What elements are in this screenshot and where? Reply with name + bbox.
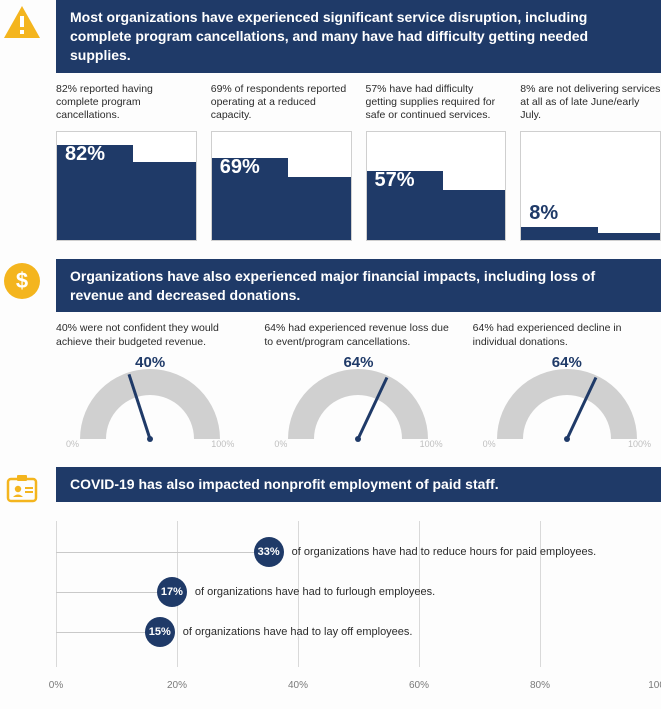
gauges-row: 40% were not confident they would achiev… [56,322,661,449]
lollipop-row: 33% of organizations have had to reduce h… [56,539,596,565]
id-badge-icon [0,467,44,511]
gauge-axis-labels: 0%100% [56,439,244,449]
mini-chart-box: 69% [211,131,352,241]
mini-chart-box: 8% [520,131,661,241]
gauge: 40% were not confident they would achiev… [56,322,244,449]
gauge-value: 64% [343,354,373,371]
mini-chart-value: 57% [375,169,415,192]
section-header-row: $ Organizations have also experienced ma… [0,259,661,313]
lollipop-value: 33% [254,537,284,567]
svg-text:$: $ [16,268,28,293]
lollipop-value: 17% [157,577,187,607]
mini-chart-desc: 69% of respondents reported operating at… [211,83,352,125]
gauge-axis-labels: 0%100% [264,439,452,449]
lollipop-row: 15% of organizations have had to lay off … [56,619,412,645]
axis-tick-label: 100% [648,680,661,691]
gauge-value: 64% [552,354,582,371]
mini-chart-desc: 82% reported having complete program can… [56,83,197,125]
mini-chart-value: 69% [220,156,260,179]
lollipop-chart: 0%20%40%60%80%100%33%of organizations ha… [56,521,661,691]
section-disruption: Most organizations have experienced sign… [0,0,661,241]
axis-tick-label: 20% [167,680,187,691]
mini-charts-row: 82% reported having complete program can… [56,83,661,241]
section3-title: COVID-19 has also impacted nonprofit emp… [56,467,661,502]
axis-tick-label: 40% [288,680,308,691]
mini-chart-value: 82% [65,143,105,166]
mini-chart-box: 57% [366,131,507,241]
gauge-value: 40% [135,354,165,371]
mini-chart: 69% of respondents reported operating at… [211,83,352,241]
section-employment: COVID-19 has also impacted nonprofit emp… [0,467,661,691]
gauge-axis-labels: 0%100% [473,439,661,449]
lollipop-row: 17% of organizations have had to furlough… [56,579,435,605]
mini-chart-box: 82% [56,131,197,241]
section2-title: Organizations have also experienced majo… [56,259,661,313]
mini-chart-value: 8% [529,202,558,225]
mini-chart: 8% are not delivering services at all as… [520,83,661,241]
gauge: 64% had experienced decline in individua… [473,322,661,449]
alert-icon [0,0,44,44]
axis-tick-label: 80% [530,680,550,691]
lollipop-value: 15% [145,617,175,647]
mini-chart: 82% reported having complete program can… [56,83,197,241]
section-financial: $ Organizations have also experienced ma… [0,259,661,450]
section-header-row: COVID-19 has also impacted nonprofit emp… [0,467,661,511]
gauge: 64% had experienced revenue loss due to … [264,322,452,449]
mini-chart-desc: 57% have had difficulty getting supplies… [366,83,507,125]
section-header-row: Most organizations have experienced sign… [0,0,661,73]
gauge-desc: 40% were not confident they would achiev… [56,322,244,352]
lollipop-label: of organizations have had to furlough em… [195,586,435,598]
section1-title: Most organizations have experienced sign… [56,0,661,73]
gauge-desc: 64% had experienced revenue loss due to … [264,322,452,352]
mini-chart: 57% have had difficulty getting supplies… [366,83,507,241]
gauge-desc: 64% had experienced decline in individua… [473,322,661,352]
dollar-icon: $ [0,259,44,303]
lollipop-label: of organizations have had to reduce hour… [292,546,597,558]
axis-tick-label: 60% [409,680,429,691]
axis-tick-label: 0% [49,680,63,691]
lollipop-label: of organizations have had to lay off emp… [183,626,413,638]
mini-chart-desc: 8% are not delivering services at all as… [520,83,661,125]
